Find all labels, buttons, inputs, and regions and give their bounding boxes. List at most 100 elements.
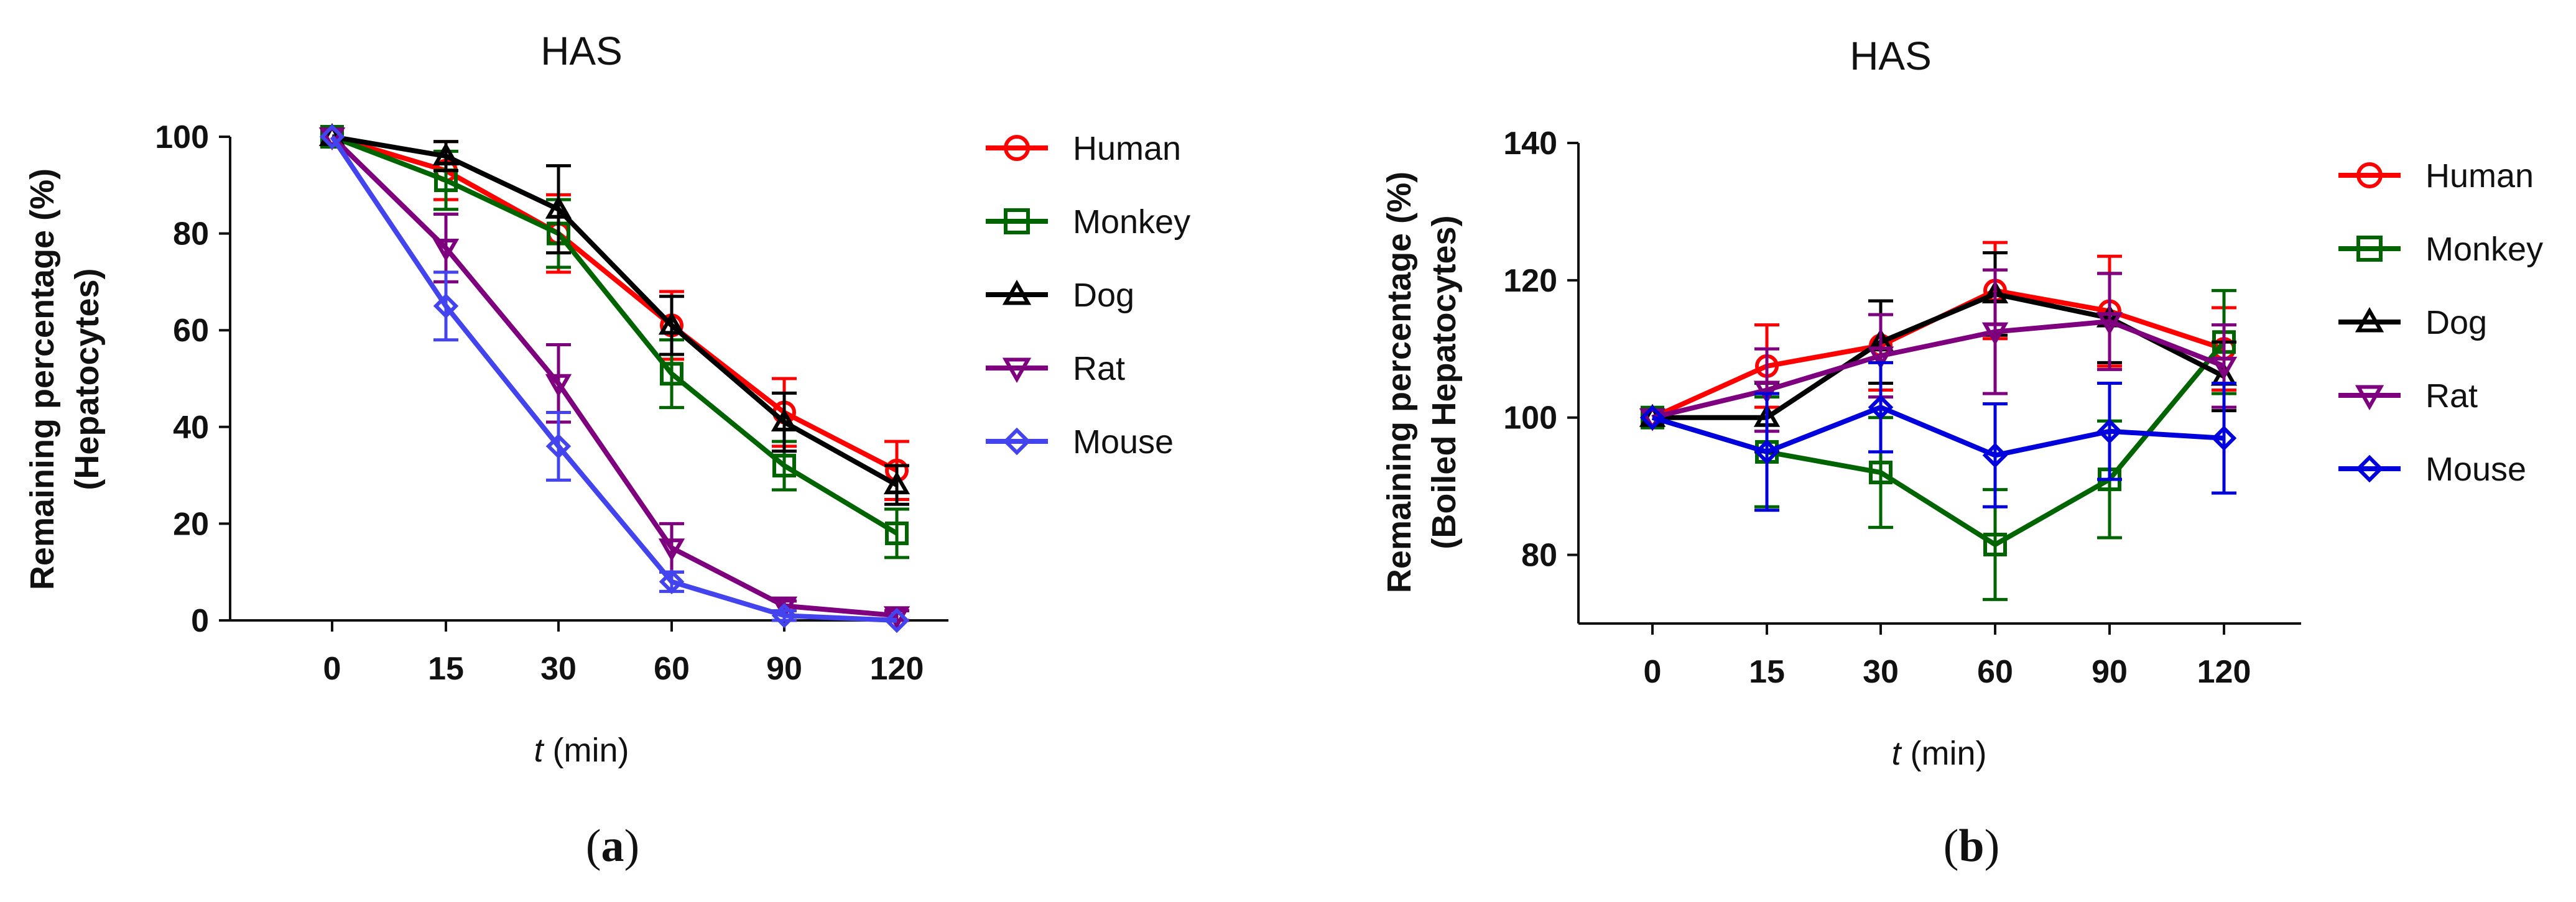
data-point — [1983, 533, 2007, 557]
legend-item-monkey: Monkey — [986, 203, 1190, 241]
x-axis-label-var: t — [1892, 735, 1902, 772]
legend-label: Rat — [2425, 377, 2478, 415]
legend-marker — [2355, 306, 2384, 333]
data-point — [2211, 425, 2237, 451]
data-point — [545, 374, 572, 397]
data-point — [658, 538, 685, 562]
x-tick-label: 120 — [870, 651, 924, 687]
data-point — [432, 142, 460, 166]
data-point — [545, 195, 572, 219]
x-tick-label: 0 — [323, 651, 341, 687]
plot-area — [318, 122, 910, 633]
series-mouse — [319, 124, 910, 633]
legend-marker — [1002, 279, 1032, 305]
legend-item-human: Human — [986, 130, 1181, 167]
data-point — [1753, 380, 1781, 404]
data-point — [771, 596, 798, 620]
y-tick-label: 100 — [1503, 400, 1557, 436]
panel-label: (b) — [1944, 821, 1999, 872]
legend-item-monkey: Monkey — [2338, 231, 2543, 268]
legend-label: Mouse — [2425, 451, 2526, 488]
series-rat — [318, 127, 910, 630]
data-point — [772, 454, 796, 478]
legend-item-dog: Dog — [986, 277, 1134, 314]
series-line — [331, 134, 898, 487]
y-tick-label: 40 — [173, 410, 209, 446]
x-tick-label: 60 — [654, 651, 690, 687]
data-point — [433, 293, 459, 319]
data-point — [771, 408, 798, 432]
legend-label: Rat — [1073, 350, 1125, 387]
series-line — [331, 134, 898, 473]
x-axis-label-unit: (min) — [1901, 735, 1987, 772]
panel-b: HAS Remaining percentage (%) (Boiled Hep… — [1381, 34, 2543, 872]
legend-item-rat: Rat — [2338, 377, 2478, 415]
y-tick-label: 100 — [155, 119, 209, 155]
data-point — [885, 521, 909, 545]
legend-label: Dog — [2425, 304, 2487, 341]
data-point — [1639, 405, 1666, 430]
axes: 80 100 120 140 0 15 30 60 90 120 — [1503, 126, 2301, 690]
data-point — [1868, 394, 1894, 420]
legend-marker — [1002, 357, 1032, 384]
data-point — [1754, 439, 1780, 465]
y-tick-label: 60 — [173, 313, 209, 349]
x-tick-label: 0 — [1644, 654, 1662, 690]
x-tick-label: 90 — [2092, 654, 2128, 690]
data-point — [2096, 418, 2123, 444]
panel-label-letter: b — [1958, 821, 1984, 872]
y-axis-label-line1: Remaining percentage (%) — [1381, 172, 1418, 593]
x-tick-label: 30 — [1863, 654, 1899, 690]
data-point — [319, 124, 345, 150]
data-point — [432, 238, 460, 262]
data-point — [1982, 443, 2008, 468]
legend-marker — [1003, 427, 1031, 456]
data-point — [884, 607, 910, 633]
x-tick-label: 15 — [428, 651, 464, 687]
legend-label: Monkey — [2425, 231, 2543, 268]
legend: Human Monkey Dog Rat Mouse — [2338, 157, 2543, 488]
y-tick-label: 80 — [1521, 538, 1557, 574]
panel-label-prefix: ( — [1944, 821, 1959, 872]
series-line — [330, 135, 897, 619]
y-axis-label-line2: (Hepatocytes) — [68, 268, 106, 490]
x-tick-label: 120 — [2197, 654, 2251, 690]
legend-marker — [2355, 454, 2384, 483]
y-tick-label: 140 — [1503, 126, 1557, 162]
x-axis-label-unit: (min) — [544, 732, 629, 769]
series-line — [1652, 319, 2225, 420]
x-axis-label: t (min) — [534, 732, 629, 769]
legend-item-dog: Dog — [2338, 304, 2487, 341]
series-line — [330, 135, 897, 623]
y-axis-label-line1: Remaining percentage (%) — [24, 168, 61, 590]
series-monkey — [320, 125, 909, 559]
panel-label-prefix: ( — [586, 821, 601, 872]
panel-label-suffix: ) — [1985, 821, 2000, 872]
data-point — [659, 569, 685, 595]
data-point — [1981, 322, 2009, 346]
data-point — [1869, 461, 1893, 485]
data-point — [545, 433, 572, 459]
legend-label: Dog — [1073, 277, 1134, 314]
series-rat — [1639, 268, 2238, 433]
y-tick-label: 20 — [173, 506, 209, 542]
panel-a: HAS Remaining percentage (%) (Hepatocyte… — [24, 29, 1190, 872]
legend-marker — [2355, 385, 2384, 411]
data-point — [2096, 312, 2123, 336]
legend-label: Human — [1073, 130, 1181, 167]
x-axis-label: t (min) — [1892, 735, 1987, 772]
panel-label: (a) — [586, 821, 639, 872]
data-point — [660, 362, 683, 386]
y-axis-label-line2: (Boiled Hepatocytes) — [1425, 215, 1463, 549]
legend-marker — [2356, 236, 2383, 262]
x-tick-label: 90 — [766, 651, 802, 687]
x-axis-label-var: t — [534, 732, 545, 769]
x-tick-label: 30 — [540, 651, 577, 687]
plot-area — [1639, 241, 2238, 601]
chart-title: HAS — [1850, 34, 1932, 78]
data-point — [883, 471, 910, 495]
panel-label-suffix: ) — [624, 821, 640, 872]
legend-item-mouse: Mouse — [2338, 451, 2526, 488]
legend-label: Mouse — [1073, 423, 1174, 461]
